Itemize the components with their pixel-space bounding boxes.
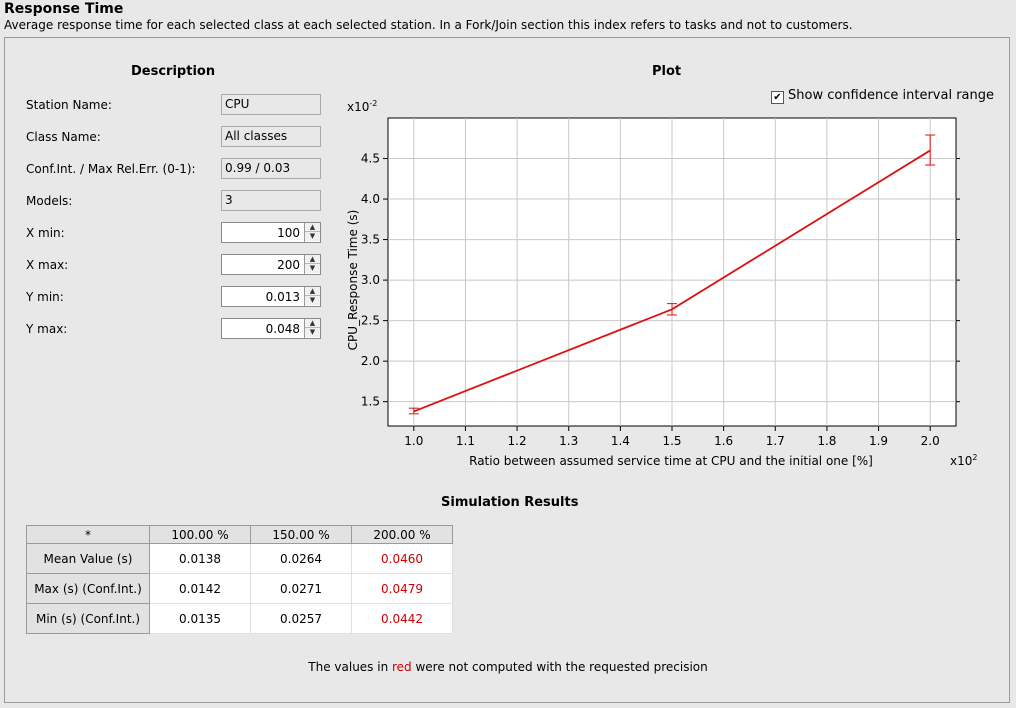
x-multiplier-label: x102 <box>950 453 977 468</box>
spin-up-icon[interactable]: ▲ <box>305 223 320 232</box>
class-name-field: All classes <box>221 126 321 147</box>
x-tick-label: 1.1 <box>456 434 475 448</box>
ymax-value[interactable]: 0.048 <box>265 322 300 336</box>
chart-grid <box>388 118 956 426</box>
row-header: Min (s) (Conf.Int.) <box>26 603 150 634</box>
spin-down-icon[interactable]: ▼ <box>305 296 320 305</box>
row-header: Mean Value (s) <box>26 543 150 574</box>
x-tick-label: 1.7 <box>766 434 785 448</box>
table-cell[interactable]: 0.0142 <box>149 573 251 604</box>
table-cell-imprecise[interactable]: 0.0479 <box>351 573 453 604</box>
y-tick-label: 3.5 <box>361 233 380 247</box>
y-tick-label: 3.0 <box>361 273 380 287</box>
xmin-spinner-buttons: ▲ ▼ <box>304 223 320 242</box>
page-description: Average response time for each selected … <box>4 18 853 32</box>
models-label: Models: <box>26 194 73 208</box>
ymax-spinner-buttons: ▲ ▼ <box>304 319 320 338</box>
results-title: Simulation Results <box>441 495 579 510</box>
x-tick-label: 1.5 <box>662 434 681 448</box>
x-tick-label: 1.9 <box>869 434 888 448</box>
row-header: Max (s) (Conf.Int.) <box>26 573 150 604</box>
ymin-label: Y min: <box>26 290 64 304</box>
x-tick-label: 2.0 <box>921 434 940 448</box>
ymin-value[interactable]: 0.013 <box>265 290 300 304</box>
show-ci-label: Show confidence interval range <box>788 88 995 103</box>
spin-down-icon[interactable]: ▼ <box>305 264 320 273</box>
spin-up-icon[interactable]: ▲ <box>305 319 320 328</box>
ymax-spinner[interactable]: 0.048 ▲ ▼ <box>221 318 321 339</box>
table-cell[interactable]: 0.0138 <box>149 543 251 574</box>
series-cpu-response-time <box>408 134 936 415</box>
results-table: * 100.00 % 150.00 % 200.00 % Mean Value … <box>26 525 453 634</box>
models-field: 3 <box>221 190 321 211</box>
table-header-row: * 100.00 % 150.00 % 200.00 % <box>26 525 453 544</box>
y-tick-label: 2.0 <box>361 354 380 368</box>
x-tick-label: 1.0 <box>404 434 423 448</box>
ymax-label: Y max: <box>26 322 68 336</box>
xmin-label: X min: <box>26 226 65 240</box>
column-header[interactable]: 150.00 % <box>250 525 352 544</box>
column-header[interactable]: 200.00 % <box>351 525 453 544</box>
y-tick-label: 2.5 <box>361 314 380 328</box>
spin-down-icon[interactable]: ▼ <box>305 328 320 337</box>
x-axis-label: Ratio between assumed service time at CP… <box>469 454 873 468</box>
y-tick-label: 4.5 <box>361 152 380 166</box>
x-tick-label: 1.6 <box>714 434 733 448</box>
x-axis: 1.0 1.1 1.2 1.3 1.4 1.5 1.6 1.7 1.8 1.9 2.0 <box>404 426 940 448</box>
x-tick-label: 1.8 <box>817 434 836 448</box>
station-name-field: CPU <box>221 94 321 115</box>
table-cell[interactable]: 0.0257 <box>250 603 352 634</box>
plot-title: Plot <box>652 64 682 79</box>
table-cell-imprecise[interactable]: 0.0460 <box>351 543 453 574</box>
xmax-label: X max: <box>26 258 69 272</box>
conf-int-field: 0.99 / 0.03 <box>221 158 321 179</box>
ymin-spinner-buttons: ▲ ▼ <box>304 287 320 306</box>
y-axis: 1.5 2.0 2.5 3.0 3.5 4.0 4.5 <box>361 152 960 409</box>
y-tick-label: 4.0 <box>361 192 380 206</box>
table-row: Mean Value (s) 0.0138 0.0264 0.0460 <box>26 543 453 574</box>
table-cell[interactable]: 0.0271 <box>250 573 352 604</box>
page-title: Response Time <box>4 1 124 17</box>
station-name-label: Station Name: <box>26 98 112 112</box>
spin-down-icon[interactable]: ▼ <box>305 232 320 241</box>
precision-footnote: The values in red were not computed with… <box>308 660 708 674</box>
y-axis-label: CPU_Response Time (s) <box>346 210 360 351</box>
table-cell[interactable]: 0.0264 <box>250 543 352 574</box>
class-name-label: Class Name: <box>26 130 101 144</box>
table-cell-imprecise[interactable]: 0.0442 <box>351 603 453 634</box>
footnote-red-word: red <box>392 660 412 674</box>
y-multiplier-label: x10-2 <box>347 99 377 114</box>
table-row: Min (s) (Conf.Int.) 0.0135 0.0257 0.0442 <box>26 603 453 634</box>
xmin-value[interactable]: 100 <box>277 226 300 240</box>
x-tick-label: 1.4 <box>611 434 630 448</box>
spin-up-icon[interactable]: ▲ <box>305 287 320 296</box>
xmax-value[interactable]: 200 <box>277 258 300 272</box>
table-cell[interactable]: 0.0135 <box>149 603 251 634</box>
column-header[interactable]: 100.00 % <box>149 525 251 544</box>
response-time-chart: 1.0 1.1 1.2 1.3 1.4 1.5 1.6 1.7 1.8 1.9 2.0 1.5 2.0… <box>346 99 977 468</box>
show-ci-checkbox[interactable]: ✔ Show confidence interval range <box>771 88 994 104</box>
xmax-spinner[interactable]: 200 ▲ ▼ <box>221 254 321 275</box>
table-corner-header: * <box>26 525 150 544</box>
checkbox-checked-icon[interactable]: ✔ <box>771 91 784 104</box>
table-row: Max (s) (Conf.Int.) 0.0142 0.0271 0.0479 <box>26 573 453 604</box>
ymin-spinner[interactable]: 0.013 ▲ ▼ <box>221 286 321 307</box>
spin-up-icon[interactable]: ▲ <box>305 255 320 264</box>
description-title: Description <box>131 64 216 79</box>
x-tick-label: 1.3 <box>559 434 578 448</box>
xmax-spinner-buttons: ▲ ▼ <box>304 255 320 274</box>
x-tick-label: 1.2 <box>508 434 527 448</box>
y-tick-label: 1.5 <box>361 395 380 409</box>
conf-int-label: Conf.Int. / Max Rel.Err. (0-1): <box>26 162 196 176</box>
xmin-spinner[interactable]: 100 ▲ ▼ <box>221 222 321 243</box>
